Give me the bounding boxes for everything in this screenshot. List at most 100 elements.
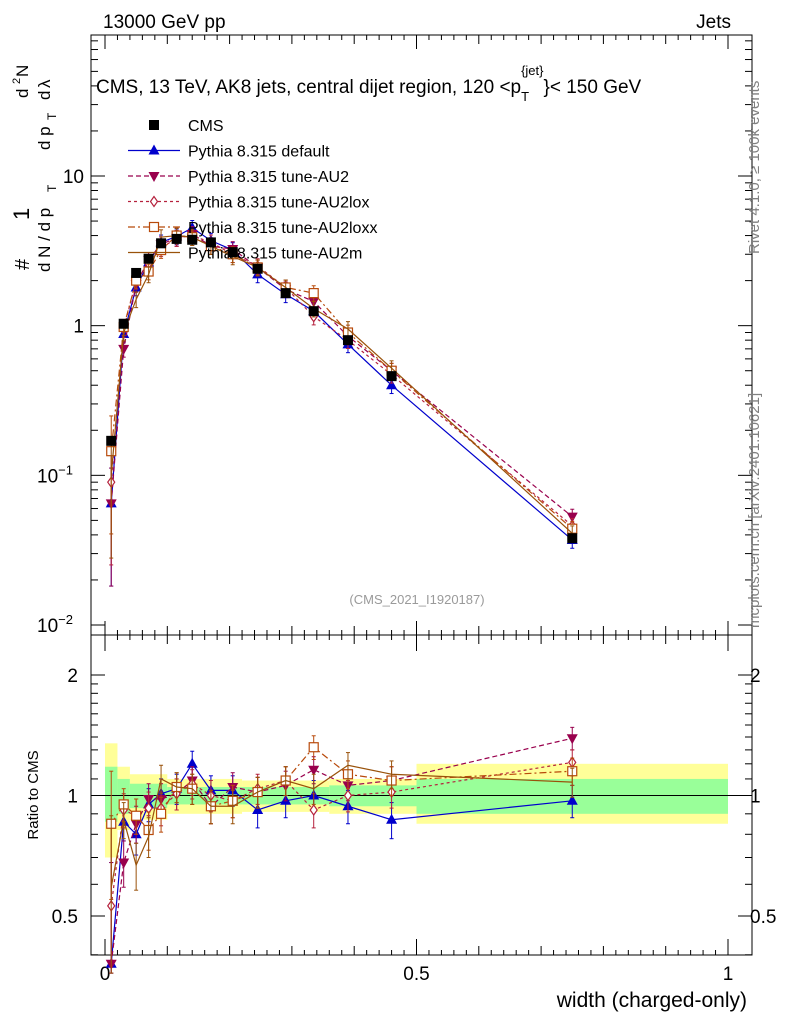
legend-label: Pythia 8.315 tune-AU2loxx [188, 220, 377, 237]
ratio-ticks [91, 635, 752, 956]
cms-point [227, 247, 238, 258]
data-point [118, 344, 130, 355]
cms-point [131, 267, 142, 278]
analysis-watermark: (CMS_2021_I1920187) [349, 592, 484, 607]
ratio-series-5 [109, 752, 575, 974]
ratio-y-tick-label: 1 [67, 787, 78, 808]
ratio-point [155, 808, 167, 819]
data-point [566, 512, 578, 523]
cms-data [106, 233, 578, 544]
y-tick-label: 1 [73, 317, 84, 338]
ratio-y-tick-label-right: 1 [750, 787, 761, 808]
legend-label: Pythia 8.315 tune-AU2lox [188, 195, 369, 212]
energy-label: 13000 GeV pp [103, 12, 226, 33]
series-5 [109, 227, 575, 559]
x-tick-label: 1 [723, 964, 734, 985]
y-tick-label: 10−2 [37, 612, 73, 637]
cms-point [342, 335, 353, 346]
data-point [386, 379, 398, 390]
ratio-bands [91, 743, 752, 858]
cms-point [118, 318, 129, 329]
ratio-series [105, 726, 578, 974]
mcplots-credit: mcplots.cern.ch [arXiv:2401.10621] [746, 393, 763, 628]
legend-marker [148, 144, 160, 155]
ratio-point [566, 794, 578, 805]
series-3 [106, 227, 577, 566]
x-tick-label: 0.5 [403, 964, 429, 985]
ylabel-dp: d p [35, 126, 54, 150]
cms-point [156, 238, 167, 249]
legend-marker [149, 120, 159, 130]
y-tick-exponent: −2 [58, 612, 73, 627]
ratio-point [308, 765, 320, 776]
ratio-ylabel: Ratio to CMS [25, 750, 42, 839]
cms-point [106, 435, 117, 446]
legend-label: Pythia 8.315 tune-AU2 [188, 169, 349, 186]
legend-item: Pythia 8.315 tune-AU2loxx [128, 220, 377, 237]
legend-item: Pythia 8.315 default [128, 144, 330, 161]
legend-marker [149, 195, 159, 208]
ratio-point [386, 813, 398, 824]
ratio-point [343, 789, 353, 802]
ylabel-n: N [13, 65, 32, 77]
ratio-y-tick-label: 0.5 [52, 907, 78, 928]
y-tick-label: 10 [63, 167, 84, 188]
main-ticks [91, 35, 752, 635]
cms-point [280, 288, 291, 299]
plot-title-sub: T [521, 89, 529, 104]
ratio-plot: 2 2 1 1 0.5 0.5 0 0.5 1 Ratio to CMS width (char… [25, 634, 776, 1012]
main-series [105, 220, 578, 587]
cms-point [252, 263, 263, 274]
ratio-point [309, 803, 318, 817]
plot-title-sup: {jet} [521, 63, 544, 78]
series-line [110, 234, 573, 530]
ylabel-t-1: T [45, 184, 59, 192]
y-tick-exponent: −1 [58, 462, 73, 477]
legend-label: Pythia 8.315 default [188, 144, 330, 161]
legend: CMS Pythia 8.315 default Pythia 8.315 tune… [128, 118, 377, 263]
rivet-version: Rivet 4.1.0, ≥ 100k events [746, 81, 763, 254]
series-line [110, 227, 573, 541]
cms-point [143, 253, 154, 264]
legend-marker [148, 172, 160, 182]
series-line [110, 234, 573, 527]
ylabel-hash-1: # [12, 258, 34, 270]
plot-title-main: CMS, 13 TeV, AK8 jets, central dijet reg… [96, 77, 521, 98]
cms-point [187, 234, 198, 245]
ratio-point [131, 810, 142, 821]
ylabel-dl-d: d [35, 91, 54, 100]
ratio-point [566, 734, 578, 745]
ratio-point [186, 757, 198, 768]
ratio-point [118, 858, 130, 869]
legend-marker [148, 221, 160, 233]
series-2 [105, 226, 578, 587]
y-tick-base: 10 [37, 466, 58, 487]
y-tick-base: 10 [37, 616, 58, 637]
cms-point [171, 233, 182, 244]
ylabel-dn: d N / d p [35, 208, 54, 272]
ratio-y-tick-label-right: 2 [750, 666, 761, 687]
series-line [110, 233, 573, 518]
cms-point [567, 533, 578, 544]
cms-point [205, 237, 216, 248]
legend-label: Pythia 8.315 tune-AU2m [188, 246, 362, 263]
series-1 [105, 220, 578, 587]
legend-label: CMS [188, 118, 224, 135]
legend-item: CMS [149, 118, 224, 135]
cms-point [308, 306, 319, 317]
y-tick-label: 10−1 [37, 462, 73, 487]
legend-item: Pythia 8.315 tune-AU2lox [128, 195, 369, 212]
legend-item: Pythia 8.315 tune-AU2 [128, 169, 349, 186]
x-tick-label: 0 [100, 964, 111, 985]
ylabel-lambda: λ [35, 79, 54, 88]
ylabel-t-2: T [45, 112, 59, 120]
ylabel-d: d [13, 89, 32, 98]
ylabel-one: 1 [9, 208, 34, 220]
ylabel-two: 2 [11, 78, 23, 84]
cms-point [386, 371, 397, 382]
data-point [308, 288, 319, 299]
series-line [110, 234, 573, 534]
ratio-y-tick-label-right: 0.5 [750, 907, 776, 928]
